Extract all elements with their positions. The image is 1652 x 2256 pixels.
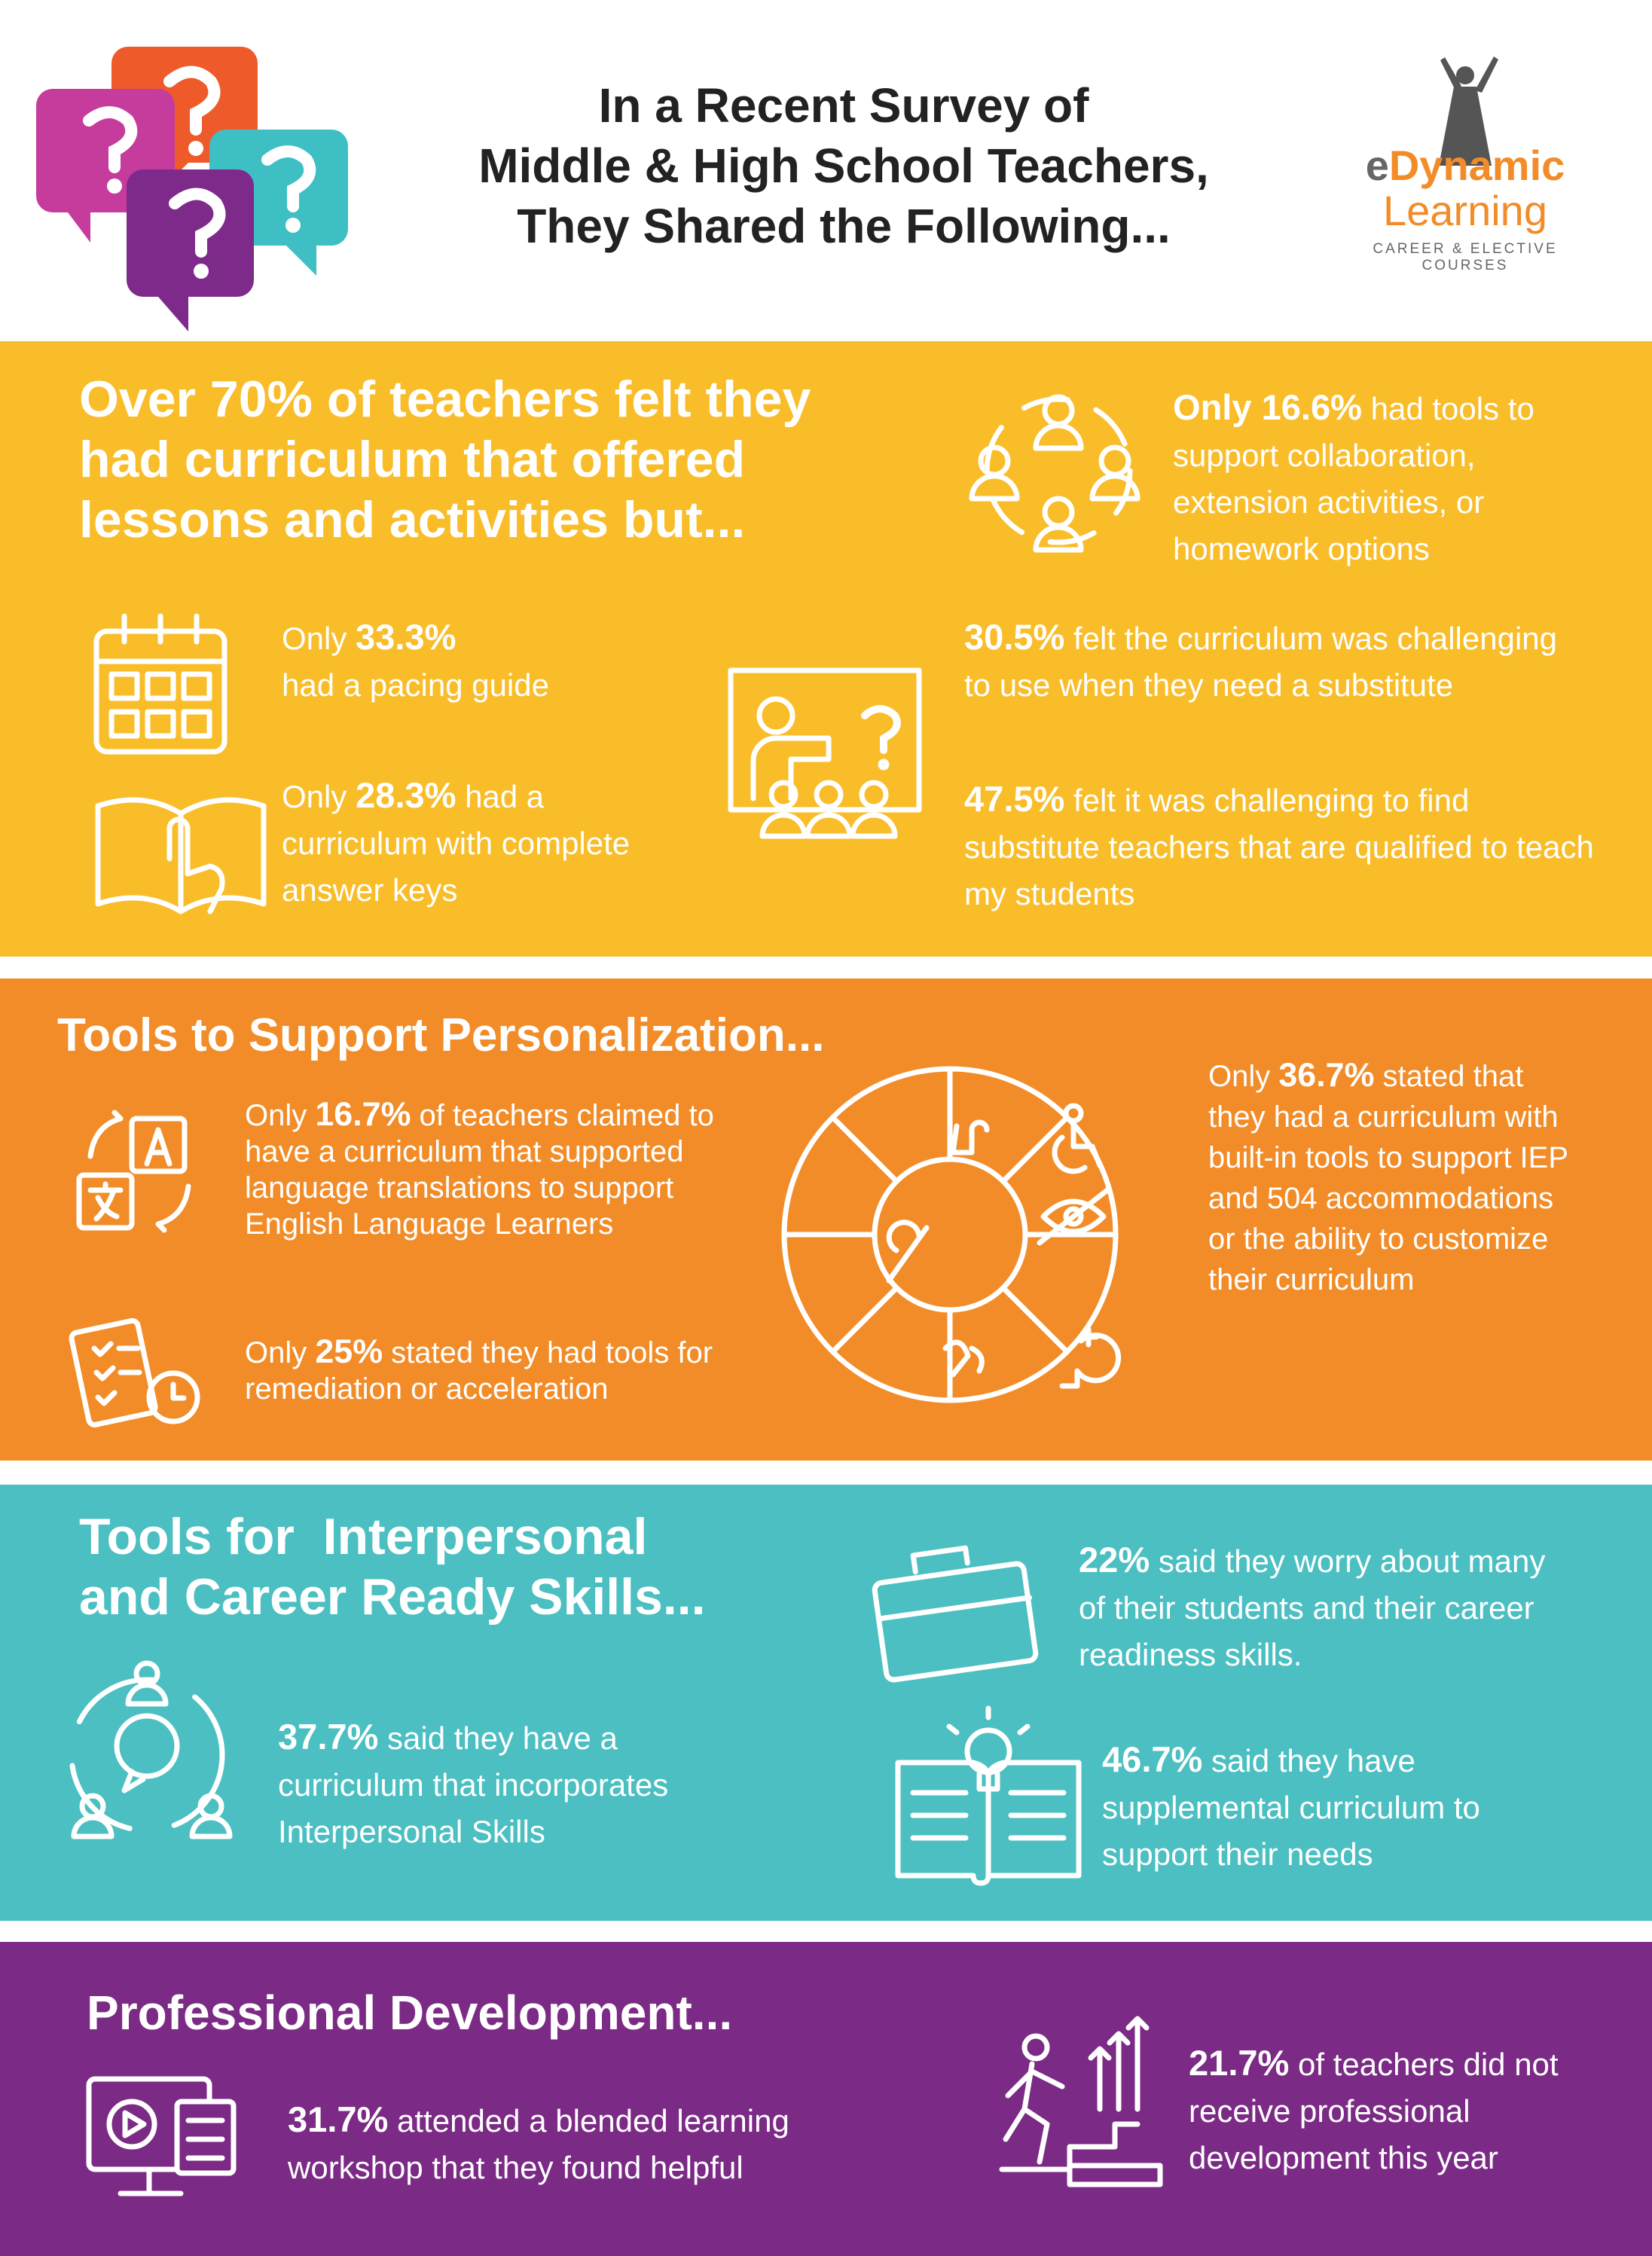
stat-text: felt the curriculum was challenging to u… bbox=[964, 621, 1558, 703]
stat: Only 25% stated they had tools for remed… bbox=[245, 1333, 795, 1407]
stat-prefix: Only bbox=[245, 1336, 307, 1369]
stat-text: stated that they had a curriculum with b… bbox=[1208, 1060, 1568, 1296]
stat-text: said they have a curriculum that incorpo… bbox=[278, 1720, 669, 1849]
section-band bbox=[0, 1485, 1652, 1921]
section-heading: Professional Development... bbox=[87, 1983, 732, 2043]
stat-text: had a pacing guide bbox=[282, 667, 549, 703]
stat-highlight: 31.7% bbox=[288, 2099, 389, 2139]
stat-highlight: 33.3% bbox=[356, 617, 457, 657]
stat-text: had a curriculum with complete answer ke… bbox=[282, 779, 631, 908]
stat: Only 16.7% of teachers claimed to have a… bbox=[245, 1096, 727, 1242]
stat-highlight: 25% bbox=[315, 1333, 383, 1370]
section-heading: Tools to Support Personalization... bbox=[57, 1006, 824, 1066]
stat: 22% said they worry about many of their … bbox=[1079, 1537, 1561, 1678]
stat-highlight: 21.7% bbox=[1189, 2043, 1290, 2083]
stat: 21.7% of teachers did not receive profes… bbox=[1189, 2040, 1611, 2181]
stat: Only 36.7% stated that they had a curric… bbox=[1208, 1055, 1585, 1300]
stat-text: attended a blended learning workshop tha… bbox=[288, 2103, 789, 2185]
stat: 37.7% said they have a curriculum that i… bbox=[278, 1714, 768, 1855]
stat: 46.7% said they have supplemental curric… bbox=[1102, 1736, 1554, 1878]
stat-highlight: 16.7% bbox=[315, 1095, 411, 1133]
stat-prefix: Only bbox=[282, 621, 347, 656]
stat: Only 28.3% had a curriculum with complet… bbox=[282, 772, 689, 914]
stat-highlight: 28.3% bbox=[356, 775, 457, 815]
stat-text: felt it was challenging to find substitu… bbox=[964, 783, 1594, 911]
stat-prefix: Only bbox=[282, 779, 347, 814]
stat: 31.7% attended a blended learning worksh… bbox=[288, 2096, 905, 2191]
heading-line: lessons and activities but... bbox=[79, 491, 746, 548]
section-heading: Tools for Interpersonal and Career Ready… bbox=[79, 1507, 706, 1627]
logo-text: e bbox=[1365, 142, 1389, 189]
stat: Only 33.3% had a pacing guide bbox=[282, 614, 613, 709]
logo-text: Dynamic bbox=[1388, 142, 1565, 189]
stat-text: said they worry about many of their stud… bbox=[1079, 1543, 1546, 1672]
heading-line: had curriculum that offered bbox=[79, 431, 746, 488]
stat-text: had tools to support collaboration, exte… bbox=[1173, 391, 1534, 566]
stat-highlight: 22% bbox=[1079, 1540, 1150, 1580]
logo-text: CAREER & ELECTIVE bbox=[1373, 241, 1558, 257]
title-line: Middle & High School Teachers, bbox=[478, 139, 1209, 193]
stat-highlight: 47.5% bbox=[964, 779, 1065, 819]
heading-line: Tools for Interpersonal bbox=[79, 1508, 648, 1565]
stat: Only 16.6% had tools to support collabor… bbox=[1173, 384, 1595, 572]
logo-text: Learning bbox=[1383, 187, 1547, 234]
line-icons bbox=[69, 394, 1163, 2196]
heading-line: and Career Ready Skills... bbox=[79, 1568, 706, 1626]
logo-figure bbox=[1439, 56, 1498, 166]
title: In a Recent Survey of Middle & High Scho… bbox=[392, 75, 1296, 256]
stat-text: of teachers did not receive professional… bbox=[1189, 2047, 1559, 2175]
stat-highlight: Only 16.6% bbox=[1173, 387, 1362, 427]
stat-highlight: 37.7% bbox=[278, 1717, 379, 1757]
logo-text: COURSES bbox=[1421, 258, 1509, 273]
stat-prefix: Only bbox=[245, 1099, 307, 1132]
stat-prefix: Only bbox=[1208, 1060, 1271, 1093]
heading-line: Over 70% of teachers felt they bbox=[79, 371, 811, 428]
section-band bbox=[0, 1942, 1652, 2256]
heading-line: Professional Development... bbox=[87, 1986, 733, 2040]
stat: 47.5% felt it was challenging to find su… bbox=[964, 776, 1612, 917]
section-heading: Over 70% of teachers felt they had curri… bbox=[79, 369, 811, 550]
stat-highlight: 30.5% bbox=[964, 617, 1065, 657]
title-line: In a Recent Survey of bbox=[598, 78, 1089, 133]
question-bubbles bbox=[36, 47, 348, 331]
title-line: They Shared the Following... bbox=[517, 199, 1171, 253]
stat-text: of teachers claimed to have a curriculum… bbox=[245, 1099, 714, 1241]
stat-highlight: 36.7% bbox=[1278, 1056, 1375, 1094]
section-band bbox=[0, 978, 1652, 1461]
section-band bbox=[0, 341, 1652, 957]
stat-highlight: 46.7% bbox=[1102, 1739, 1203, 1779]
stat: 30.5% felt the curriculum was challengin… bbox=[964, 614, 1582, 709]
logo: eDynamic Learning CAREER & ELECTIVE COUR… bbox=[1341, 143, 1589, 274]
heading-line: Tools to Support Personalization... bbox=[57, 1009, 825, 1061]
stat-text: said they have supplemental curriculum t… bbox=[1102, 1743, 1480, 1872]
stat-text: stated they had tools for remediation or… bbox=[245, 1336, 713, 1406]
